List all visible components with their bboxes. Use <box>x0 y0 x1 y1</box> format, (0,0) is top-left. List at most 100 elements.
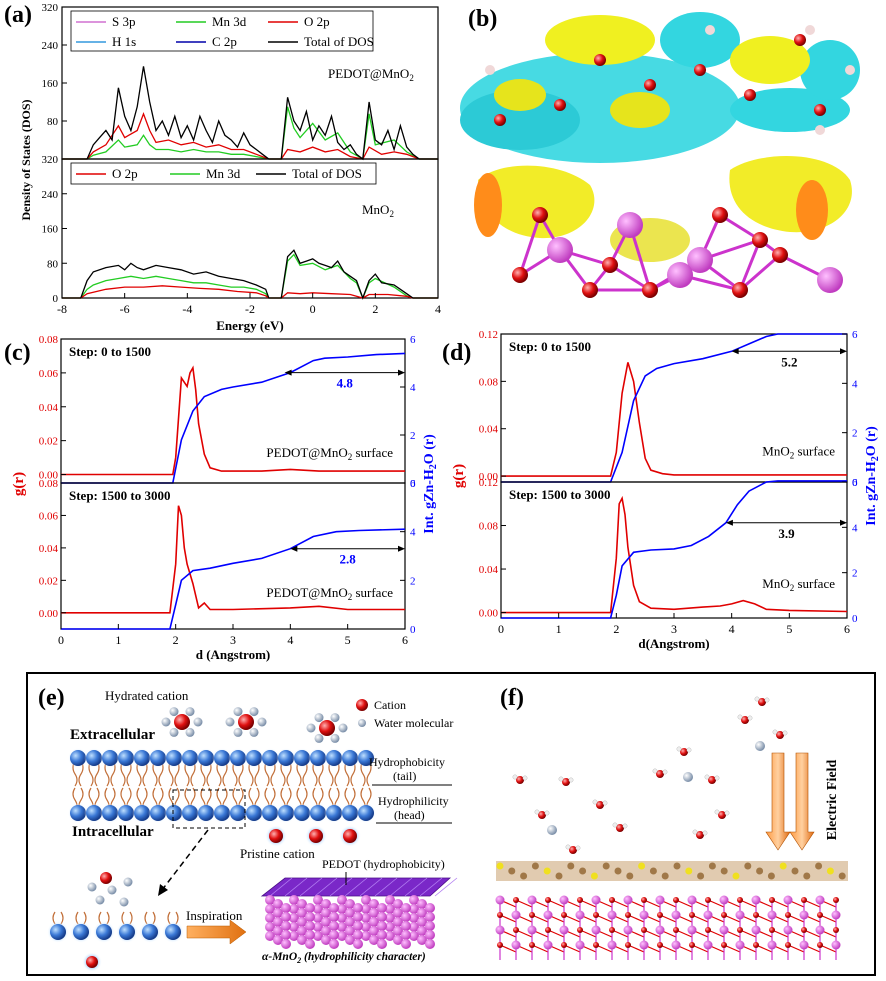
hydrogen-atom <box>575 845 581 851</box>
pedot-layer <box>496 861 848 881</box>
o-atom <box>673 927 679 933</box>
water-molecules <box>512 696 788 854</box>
o-atom <box>673 897 679 903</box>
mn-column-atom <box>393 917 403 927</box>
mn-atom <box>767 940 777 950</box>
o-atom <box>721 942 727 948</box>
mn-column-atom <box>289 913 299 923</box>
electric-field-label-group: Electric Field <box>825 760 840 841</box>
mno2-lattice <box>485 25 855 298</box>
carbon-atom <box>744 862 752 870</box>
oxygen-atom <box>562 778 570 786</box>
dos-bottom-yticks: 0 80 160 240 320 <box>42 154 67 305</box>
step-label: Step: 1500 to 3000 <box>509 487 610 502</box>
lipid-head <box>96 924 112 940</box>
bond <box>518 214 542 276</box>
h-atom <box>705 25 715 35</box>
mn-column-atom <box>321 899 331 909</box>
carbon-atom <box>815 862 823 870</box>
o-atom <box>497 942 503 948</box>
annotation-arrowhead <box>840 348 847 355</box>
oxygen-atom <box>596 801 604 809</box>
xtick-label: 5 <box>345 633 351 647</box>
int-line <box>501 480 847 619</box>
lipid-head <box>246 805 262 821</box>
o-atom <box>513 927 519 933</box>
mn-column-atom <box>281 912 291 922</box>
o-atom <box>494 114 506 126</box>
mn-column-atom <box>361 931 371 941</box>
dos-xticks: -8 -6 -4 -2 0 2 4 <box>57 293 441 316</box>
o-atom <box>609 897 615 903</box>
o-atom <box>609 927 615 933</box>
orange-isosurface <box>474 173 502 237</box>
annotation-arrowhead <box>290 545 298 552</box>
yellow-isosurface <box>610 92 670 128</box>
mn-column-atom <box>313 931 323 941</box>
o-atom <box>545 927 551 933</box>
mn-column-atom <box>353 912 363 922</box>
carbon-atom <box>720 867 728 875</box>
lipid-head <box>86 805 102 821</box>
water-molecule <box>330 733 340 743</box>
legend-text-o2p: O 2p <box>304 14 330 29</box>
panel-b: (b) <box>460 6 880 304</box>
mn-column-atom <box>401 903 411 913</box>
mn-column-atom <box>417 908 427 918</box>
panel-d: (d) 0.00 0.04 0.08 0.12 0 2 4 6 Step: 0 to 1500 M… <box>442 329 881 651</box>
ytick-left-label: 0.08 <box>479 521 499 533</box>
cyan-isosurface <box>660 12 740 68</box>
mn-column-atom <box>425 903 435 913</box>
rdf-ylabel-right: Int. gZn-H2O (r) <box>422 434 439 534</box>
lipid-head <box>310 805 326 821</box>
mn-column-atom <box>273 917 283 927</box>
o-atom <box>794 34 806 46</box>
carbon-atom <box>756 867 764 875</box>
carbon-atom <box>649 867 657 875</box>
ytick-right-label: 6 <box>852 477 858 489</box>
mn-column-atom <box>297 899 307 909</box>
o-atom <box>694 64 706 76</box>
rdf-ylabel-left-group: g(r) <box>11 472 27 496</box>
water-legend-icon <box>358 719 366 727</box>
mn-atom <box>703 940 713 950</box>
cation <box>319 720 335 736</box>
mn-column-atom <box>329 903 339 913</box>
o-atom <box>513 897 519 903</box>
hydrogen-atom <box>592 799 598 805</box>
mn-column-atom <box>289 931 299 941</box>
dos-xlabel: Energy (eV) <box>216 318 284 333</box>
mn-column-atom <box>337 904 347 914</box>
o-atom <box>737 927 743 933</box>
pedot-grid <box>404 877 428 897</box>
annotation-arrowhead <box>398 369 405 376</box>
mn-atom <box>639 940 649 950</box>
xtick-label: 6 <box>844 622 850 636</box>
mn-atom <box>831 910 841 920</box>
cyan-isosurface <box>730 88 850 132</box>
hydrogen-atom <box>676 746 682 752</box>
ytick-left-label: 0.06 <box>39 510 59 522</box>
mn-column-atom <box>425 930 435 940</box>
mn-atom <box>703 910 713 920</box>
bond <box>738 239 762 291</box>
mn-atom <box>671 910 681 920</box>
mn-atom <box>671 940 681 950</box>
lipid-head <box>214 805 230 821</box>
legend-text-mn3d: Mn 3d <box>206 166 241 181</box>
xtick-label: 0 <box>310 302 316 316</box>
o-atom <box>582 282 598 298</box>
o-atom <box>732 282 748 298</box>
mn-column-atom <box>377 903 387 913</box>
sulfur-atom <box>638 862 646 870</box>
o-atom <box>801 897 807 903</box>
zn-ion <box>547 825 557 835</box>
xtick-label: 5 <box>786 622 792 636</box>
ytick-right-label: 4 <box>410 527 416 539</box>
bond <box>739 253 781 292</box>
lipid-head <box>246 750 262 766</box>
ytick-left-label: 0.04 <box>479 564 499 576</box>
mn-column-atom <box>297 908 307 918</box>
legend-text-h1s: H 1s <box>112 34 136 49</box>
panel-c: (c) 0.00 0.02 0.04 0.06 0.08 0 2 4 6 Step: 0 to 1… <box>4 334 439 662</box>
